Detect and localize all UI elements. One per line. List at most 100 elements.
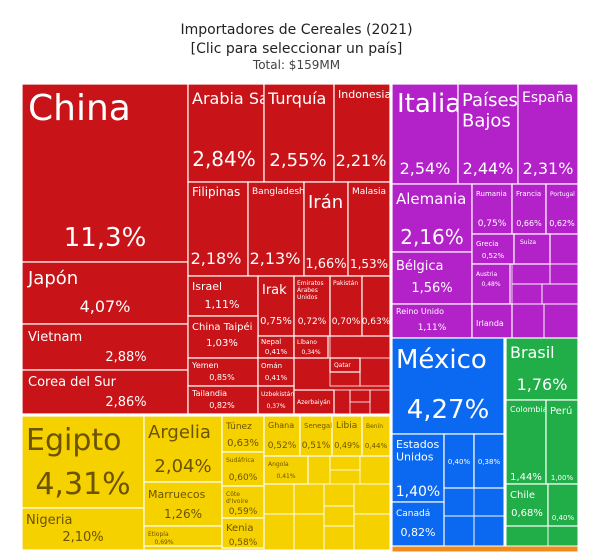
tile-azerbaiyán[interactable]: Azerbaiyán <box>293 389 335 415</box>
tile-pakistán[interactable]: Pakistán 0,70% <box>329 275 363 337</box>
tile-rect[interactable] <box>293 389 335 415</box>
tile-yemen[interactable]: Yemen 0,85% <box>187 357 259 387</box>
tile-rect[interactable] <box>221 517 265 549</box>
tile-corea-del-sur[interactable]: Corea del Sur 2,86% <box>21 369 189 415</box>
tile-rect[interactable] <box>293 335 329 359</box>
tile-senegal[interactable]: Senegal 0,51% <box>299 415 333 457</box>
tile-rect[interactable] <box>187 357 259 387</box>
tile-angola[interactable]: Angola 0,41% <box>263 455 309 485</box>
tile-country-61[interactable]: 0,40% <box>547 483 579 527</box>
tile-irán[interactable]: Irán 1,66% <box>303 181 349 277</box>
tile-españa[interactable]: España 2,31% <box>517 83 579 185</box>
tile-bélgica[interactable]: Bélgica 1,56% <box>391 251 473 305</box>
tile-egipto[interactable]: Egipto 4,31% <box>21 415 145 509</box>
tile-china-taipéi[interactable]: China Taipéi 1,03% <box>187 315 259 359</box>
tile-rect[interactable] <box>457 83 519 185</box>
tile-rect[interactable] <box>361 275 391 337</box>
tile-rect[interactable] <box>505 399 547 485</box>
tile-francia[interactable]: Francia 0,66% <box>511 183 547 235</box>
tile-irlanda[interactable]: Irlanda <box>471 303 513 339</box>
tile-rect[interactable] <box>517 83 579 185</box>
tile-sudáfrica[interactable]: Sudáfrica 0,60% <box>221 451 265 487</box>
tile-benín[interactable]: Benín 0,44% <box>361 415 391 457</box>
tile-reino-unido[interactable]: Reino Unido 1,11% <box>391 303 473 339</box>
tile-rect[interactable] <box>473 433 505 489</box>
tile-rect[interactable] <box>471 233 515 265</box>
tile-rect[interactable] <box>21 83 189 263</box>
tile-rect[interactable] <box>471 263 511 305</box>
tile-rect[interactable] <box>391 337 505 435</box>
tile-italia[interactable]: Italia 2,54% <box>391 83 461 185</box>
tile-marruecos[interactable]: Marruecos 1,26% <box>143 481 223 527</box>
tile-portugal[interactable]: Portugal 0,62% <box>545 183 579 235</box>
tile-rect[interactable] <box>391 83 459 185</box>
tile-qatar[interactable]: Qatar <box>329 357 361 373</box>
tile-rect[interactable] <box>21 369 189 415</box>
tile-alemania[interactable]: Alemania 2,16% <box>391 183 473 253</box>
tile-rect[interactable] <box>187 83 265 183</box>
tile-country-15[interactable]: 0,63% <box>361 275 391 337</box>
tile-rect[interactable] <box>299 415 333 457</box>
tile-rumania[interactable]: Rumania 0,75% <box>471 183 513 235</box>
tile-bangladesh[interactable]: Bangladesh 2,13% <box>247 181 305 277</box>
tile-rect[interactable] <box>443 433 475 489</box>
tile-kenia[interactable]: Kenia 0,58% <box>221 517 265 549</box>
tile-rect[interactable] <box>505 483 549 527</box>
tile-rect[interactable] <box>221 415 265 453</box>
tile-rect[interactable] <box>187 385 259 415</box>
tile-rect[interactable] <box>187 275 259 317</box>
tile-túnez[interactable]: Túnez 0,63% <box>221 415 265 453</box>
tile-chile[interactable]: Chile 0,68% <box>505 483 549 527</box>
tile-colombia[interactable]: Colombia 1,44% <box>505 399 548 485</box>
tile-rect[interactable] <box>513 233 551 265</box>
tile-rect[interactable] <box>329 275 363 337</box>
tile-israel[interactable]: Israel 1,11% <box>187 275 259 317</box>
tile-rect[interactable] <box>21 415 145 509</box>
tile-nigeria[interactable]: Nigeria 2,10% <box>21 507 145 551</box>
tile-rect[interactable] <box>263 415 301 457</box>
tile-canadá[interactable]: Canadá 0,82% <box>391 501 445 547</box>
tile-rect[interactable] <box>21 507 145 551</box>
tile-tailandia[interactable]: Tailandia 0,82% <box>187 385 259 415</box>
tile-perú[interactable]: Perú 1,00% <box>545 399 579 485</box>
tile-méxico[interactable]: México 4,27% <box>391 337 505 435</box>
tile-china[interactable]: China 11,3% <box>21 83 189 263</box>
tile-malasia[interactable]: Malasia 1,53% <box>347 181 391 277</box>
tile-austria[interactable]: Austria 0,48% <box>471 263 511 305</box>
tile-rect[interactable] <box>143 481 223 527</box>
tile-líbano[interactable]: Líbano 0,34% <box>293 335 329 359</box>
tile-rect[interactable] <box>511 183 547 235</box>
tile-rect[interactable] <box>187 181 249 277</box>
tile-rect[interactable] <box>329 357 361 373</box>
tile-rect[interactable] <box>263 455 309 485</box>
tile-argelia[interactable]: Argelia 2,04% <box>143 415 223 483</box>
tile-rect[interactable] <box>303 181 349 277</box>
tile-uzbekistán[interactable]: Uzbekistán 0,37% <box>257 385 295 415</box>
tile-rect[interactable] <box>333 83 391 183</box>
tile-country-55[interactable]: 0,38% <box>473 433 505 489</box>
tile-grecia[interactable]: Grecia 0,52% <box>471 233 515 265</box>
tile-rect[interactable] <box>505 337 579 401</box>
tile-nepal[interactable]: Nepal 0,41% <box>257 335 295 359</box>
tile-rect[interactable] <box>391 501 445 547</box>
tile-rect[interactable] <box>361 415 391 457</box>
tile-rect[interactable] <box>21 261 189 325</box>
tile-rect[interactable] <box>143 415 223 483</box>
tile-brasil[interactable]: Brasil 1,76% <box>505 337 579 401</box>
tile-turquía[interactable]: Turquía 2,55% <box>263 83 335 183</box>
tile-irak[interactable]: Irak 0,75% <box>257 275 295 337</box>
tile-libia[interactable]: Libia 0,49% <box>331 415 363 457</box>
tile-filipinas[interactable]: Filipinas 2,18% <box>187 181 249 277</box>
tile-indonesia[interactable]: Indonesia 2,21% <box>333 83 391 183</box>
tile-ghana[interactable]: Ghana 0,52% <box>263 415 301 457</box>
tile-rect[interactable] <box>545 183 579 235</box>
tile-rect[interactable] <box>293 275 331 337</box>
tile-vietnam[interactable]: Vietnam 2,88% <box>21 323 189 371</box>
tile-suiza[interactable]: Suiza <box>513 233 551 265</box>
